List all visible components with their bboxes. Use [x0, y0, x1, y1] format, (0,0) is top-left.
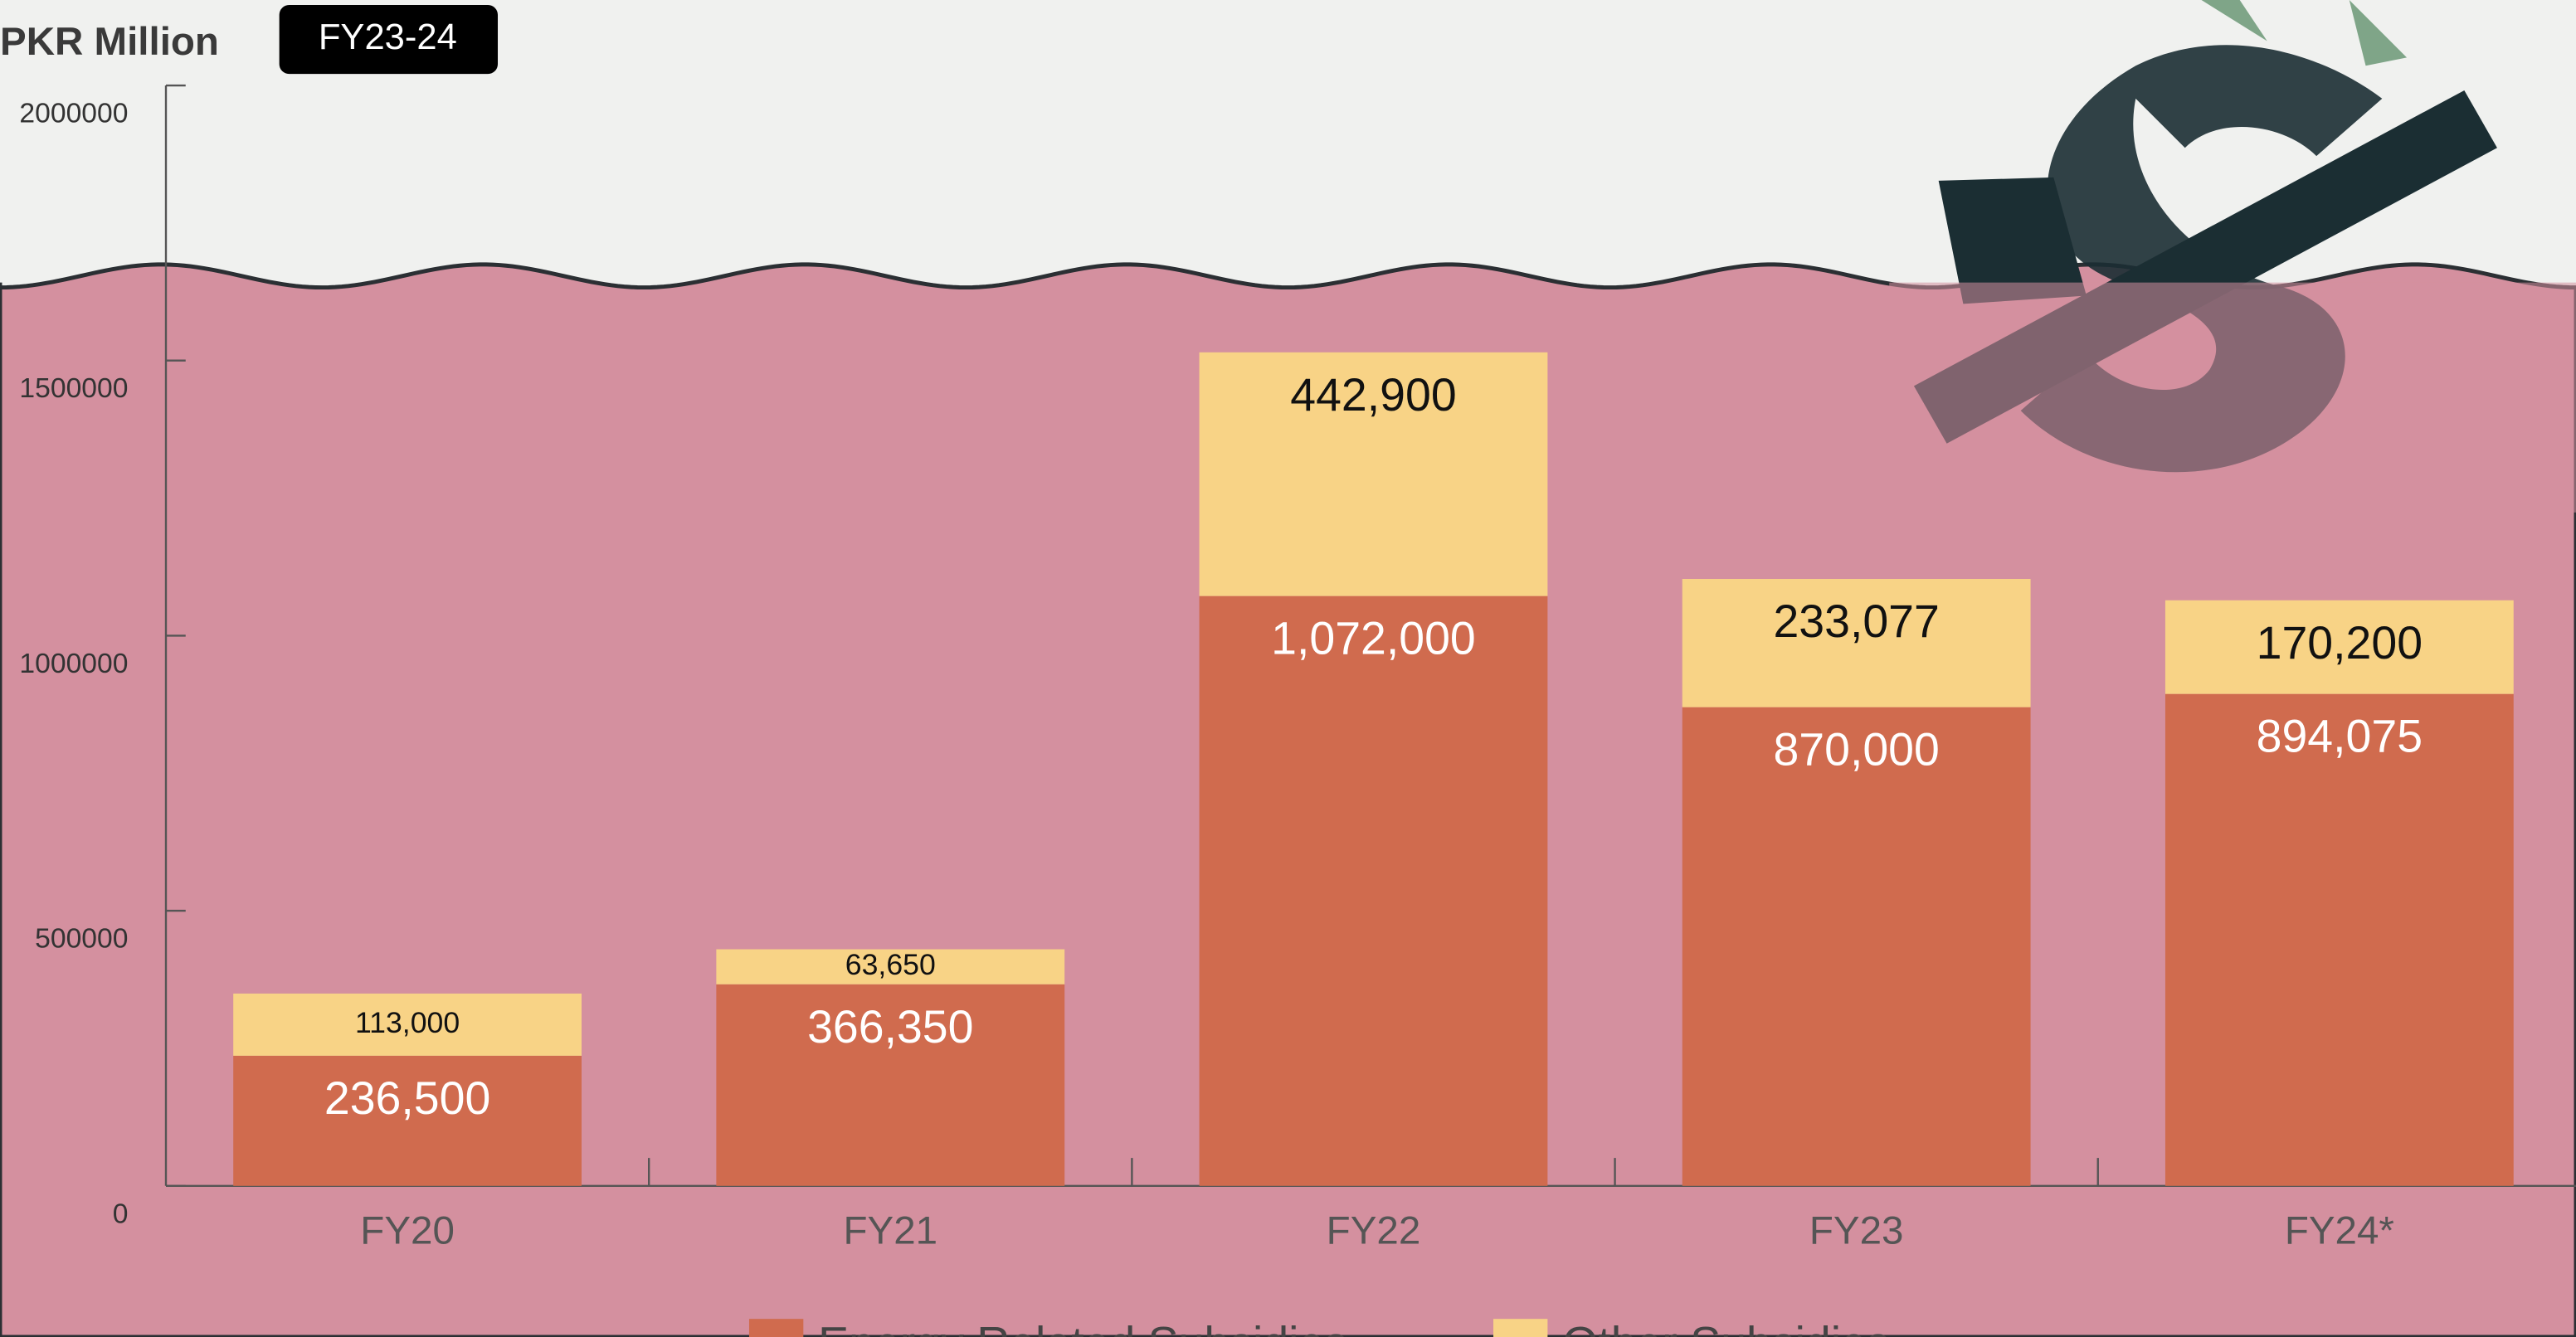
water-overlay	[1889, 283, 2576, 513]
x-tick-label: FY20	[360, 1209, 455, 1253]
x-tick-label: FY21	[843, 1209, 937, 1253]
value-label: 894,075	[2257, 711, 2423, 762]
bar-segment	[2165, 694, 2514, 1186]
y-tick-label: 1000000	[19, 649, 128, 679]
axis-title: PKR Million	[0, 20, 219, 64]
bar-segment	[1682, 707, 2031, 1186]
x-tick-label: FY22	[1327, 1209, 1421, 1253]
value-label: 170,200	[2257, 617, 2423, 668]
y-tick-label: 2000000	[19, 99, 128, 129]
y-tick-label: 500000	[35, 924, 128, 955]
y-tick-label: 1500000	[19, 373, 128, 404]
badge-label: FY23-24	[319, 17, 457, 57]
legend-swatch	[1493, 1319, 1547, 1337]
legend-label: Other Subsidies	[1562, 1317, 1889, 1337]
y-tick-label: 0	[113, 1198, 129, 1229]
bar-segment	[1200, 596, 1548, 1186]
chart: PKR Million FY23-24 0 500000 1000000 150000…	[0, 0, 2576, 1337]
page: PKR Million FY23-24 0 500000 1000000 150000…	[0, 0, 2576, 1337]
value-label: 442,900	[1290, 369, 1456, 421]
value-label: 63,650	[845, 948, 936, 981]
x-tick-label: FY23	[1809, 1209, 1904, 1253]
legend-label: Energy Related Subsidies	[818, 1317, 1347, 1337]
value-label: 113,000	[355, 1006, 460, 1039]
value-label: 236,500	[324, 1072, 490, 1124]
x-tick-label: FY24*	[2285, 1209, 2394, 1253]
value-label: 233,077	[1773, 596, 1939, 647]
value-label: 366,350	[807, 1001, 973, 1053]
value-label: 1,072,000	[1271, 613, 1476, 664]
legend-swatch	[749, 1319, 803, 1337]
value-label: 870,000	[1773, 724, 1939, 775]
